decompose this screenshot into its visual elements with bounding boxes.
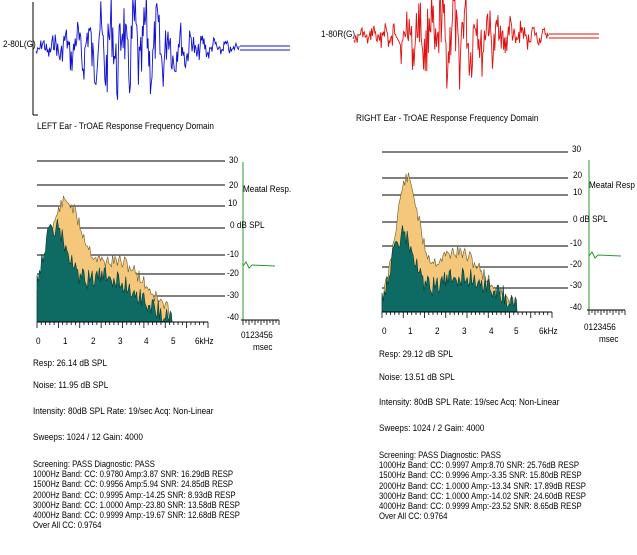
left-overall-cc: Over All CC: 0.9764 xyxy=(33,520,102,531)
right-meatal-label: Meatal Resp xyxy=(589,180,635,191)
left-scale-m30: -30 xyxy=(227,290,239,301)
left-meatal-response xyxy=(241,162,280,325)
left-resp-value: Resp: 26.14 dB SPL xyxy=(33,358,108,369)
left-freq-2: 2 xyxy=(91,336,96,347)
left-freq-3: 3 xyxy=(118,336,123,347)
right-freq-6khz: 6kHz xyxy=(539,326,558,337)
right-scale-m10: -10 xyxy=(570,238,582,249)
right-freq-1: 1 xyxy=(408,326,413,337)
left-band-2000: 2000Hz Band: CC: 0.9995 Amp:-14.25 SNR: … xyxy=(33,489,236,500)
left-meatal-label: Meatal Resp. xyxy=(243,184,292,195)
right-band-2000: 2000Hz Band: CC: 1.0000 Amp:-13.34 SNR: … xyxy=(379,480,586,491)
waveform-trace xyxy=(35,0,240,100)
noise-area xyxy=(381,225,518,313)
right-band-4000: 4000Hz Band: CC: 0.9999 Amp:-23.52 SNR: … xyxy=(379,501,582,512)
noise-area xyxy=(36,219,173,323)
right-band-3000: 3000Hz Band: CC: 1.0000 Amp:-14.02 SNR: … xyxy=(379,490,586,501)
right-freq-5: 5 xyxy=(514,326,519,337)
left-scale-10: 10 xyxy=(228,198,238,209)
left-freq-1: 1 xyxy=(63,336,68,347)
right-scale-m40: -40 xyxy=(570,302,582,313)
right-freq-2: 2 xyxy=(435,326,440,337)
right-resp-value: Resp: 29.12 dB SPL xyxy=(379,349,454,360)
left-band-3000: 3000Hz Band: CC: 1.0000 Amp:-23.80 SNR: … xyxy=(33,499,240,510)
left-spectrum xyxy=(36,160,225,328)
left-msec-label: msec xyxy=(253,342,273,353)
right-ear-panel: 1-80R(G) RIGHT Ear - TrOAE Response Freq… xyxy=(319,0,637,555)
left-noise-value: Noise: 11.95 dB SPL xyxy=(33,380,109,391)
waveform-trace xyxy=(353,0,549,90)
right-scale-30: 30 xyxy=(572,144,582,155)
right-screening: Screening: PASS Diagnostic: PASS xyxy=(379,450,501,460)
right-response-title: RIGHT Ear - TrOAE Response Frequency Dom… xyxy=(356,113,539,124)
right-msec-ticks: 0123456 xyxy=(584,322,616,333)
left-scale-m40: -40 xyxy=(227,312,239,323)
left-band-1500: 1500Hz Band: CC: 0.9956 Amp:5.94 SNR: 24… xyxy=(33,479,234,490)
meatal-trace xyxy=(588,251,622,259)
right-db-label: 0 dB SPL xyxy=(573,214,608,225)
right-freq-0: 0 xyxy=(382,326,387,337)
left-band-4000: 4000Hz Band: CC: 0.9999 Amp:-19.67 SNR: … xyxy=(33,510,240,521)
right-scale-m20: -20 xyxy=(570,259,582,270)
right-band-1000: 1000Hz Band: CC: 0.9997 Amp:8.70 SNR: 25… xyxy=(379,460,580,471)
right-spectrum xyxy=(381,151,568,318)
right-diagnostics: Screening: PASS Diagnostic: PASS 1000Hz … xyxy=(379,450,586,521)
left-scale-m10: -10 xyxy=(227,249,239,260)
left-db-label: 0 dB SPL xyxy=(230,220,265,231)
left-waveform xyxy=(35,0,290,100)
right-scale-20: 20 xyxy=(573,170,583,181)
right-overall-cc: Over All CC: 0.9764 xyxy=(379,511,448,522)
left-channel-label: 2-80L(G) xyxy=(3,39,36,50)
right-channel-label: 1-80R(G) xyxy=(321,29,356,40)
right-waveform xyxy=(353,0,599,90)
right-intensity: Intensity: 80dB SPL Rate: 19/sec Acq: No… xyxy=(379,397,560,408)
left-sweeps: Sweeps: 1024 / 12 Gain: 4000 xyxy=(33,432,143,443)
right-scale-m30: -30 xyxy=(570,280,582,291)
left-screening: Screening: PASS Diagnostic: PASS xyxy=(33,459,155,469)
left-freq-5: 5 xyxy=(171,336,176,347)
right-sweeps: Sweeps: 1024 / 2 Gain: 4000 xyxy=(379,423,485,434)
left-scale-m20: -20 xyxy=(227,268,239,279)
meatal-trace xyxy=(242,261,276,269)
right-band-1500: 1500Hz Band: CC: 0.9996 Amp:-3.35 SNR: 1… xyxy=(379,470,582,481)
right-meatal-response xyxy=(587,160,626,315)
left-ear-chart xyxy=(32,0,290,328)
left-diagnostics: Screening: PASS Diagnostic: PASS 1000Hz … xyxy=(33,459,240,530)
right-freq-3: 3 xyxy=(462,326,467,337)
right-noise-value: Noise: 13.51 dB SPL xyxy=(379,372,455,383)
right-scale-10: 10 xyxy=(573,187,583,198)
left-scale-30: 30 xyxy=(229,155,239,166)
left-ear-panel: 2-80L(G) LEFT Ear - TrOAE Response Frequ… xyxy=(0,0,318,555)
right-ear-chart xyxy=(353,0,626,318)
right-freq-4: 4 xyxy=(489,326,494,337)
left-intensity: Intensity: 80dB SPL Rate: 19/sec Acq: No… xyxy=(33,406,214,417)
left-scale-20: 20 xyxy=(229,180,239,191)
left-band-1000: 1000Hz Band: CC: 0.9780 Amp:3.87 SNR: 16… xyxy=(33,469,234,480)
left-freq-6khz: 6kHz xyxy=(195,336,214,347)
right-msec-label: msec xyxy=(599,334,619,345)
left-response-title: LEFT Ear - TrOAE Response Frequency Doma… xyxy=(37,121,214,132)
left-freq-4: 4 xyxy=(144,336,149,347)
left-msec-ticks: 0123456 xyxy=(241,330,273,341)
left-freq-0: 0 xyxy=(36,336,41,347)
